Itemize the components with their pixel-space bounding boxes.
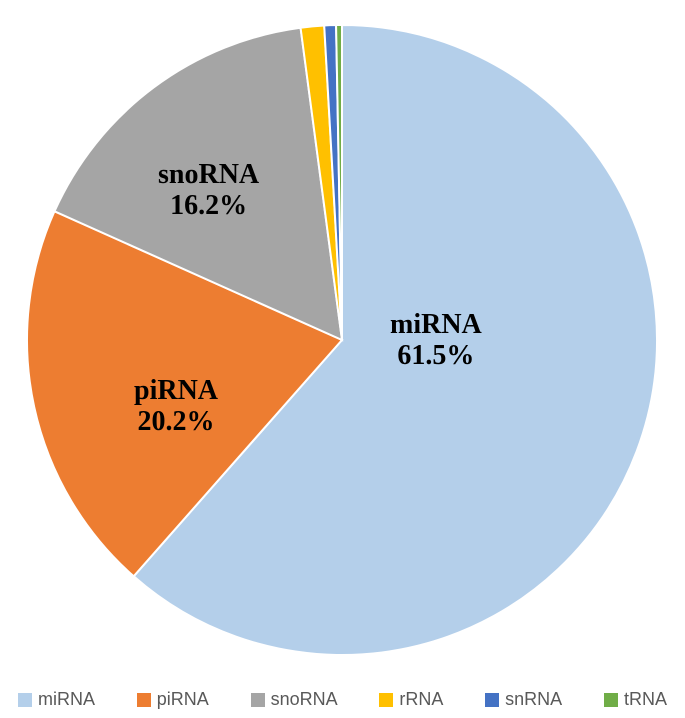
pie-svg <box>10 10 675 660</box>
legend-swatch <box>137 693 151 707</box>
legend-swatch <box>18 693 32 707</box>
legend-item-mirna: miRNA <box>18 689 95 710</box>
legend-swatch <box>379 693 393 707</box>
legend-item-pirna: piRNA <box>137 689 209 710</box>
legend: miRNA piRNA snoRNA rRNA snRNA tRNA <box>10 689 675 710</box>
legend-label: piRNA <box>157 689 209 710</box>
pie-area: miRNA61.5%piRNA20.2%snoRNA16.2% <box>10 10 675 660</box>
legend-swatch <box>251 693 265 707</box>
legend-item-rrna: rRNA <box>379 689 443 710</box>
rna-pie-chart: miRNA61.5%piRNA20.2%snoRNA16.2% miRNA piR… <box>0 0 685 718</box>
legend-swatch <box>604 693 618 707</box>
legend-item-snorna: snoRNA <box>251 689 338 710</box>
legend-label: rRNA <box>399 689 443 710</box>
legend-swatch <box>485 693 499 707</box>
legend-item-trna: tRNA <box>604 689 667 710</box>
legend-label: miRNA <box>38 689 95 710</box>
legend-label: tRNA <box>624 689 667 710</box>
legend-label: snoRNA <box>271 689 338 710</box>
legend-label: snRNA <box>505 689 562 710</box>
legend-item-snrna: snRNA <box>485 689 562 710</box>
